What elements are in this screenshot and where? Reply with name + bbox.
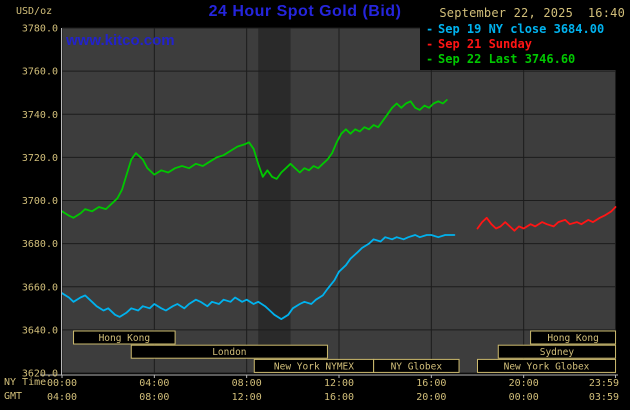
- series-line-sep-21-sunday: [476, 206, 617, 232]
- series-line-sep-22-last: [61, 99, 448, 219]
- market-session-label: Hong Kong: [99, 333, 150, 344]
- legend-dash-icon: -: [426, 37, 434, 51]
- market-session-box: [73, 330, 176, 345]
- y-tick-label: 3660.0: [22, 282, 58, 293]
- x-tick-label-ny: 04:00: [139, 378, 169, 389]
- x-tick-label-ny: 00:00: [47, 378, 77, 389]
- x-tick-label-ny: 16:00: [416, 378, 446, 389]
- market-session-label: London: [212, 347, 246, 358]
- legend-item-sep21: - Sep 21 Sunday: [426, 37, 630, 52]
- y-tick-label: 3640.0: [22, 325, 58, 336]
- market-session-box: [373, 358, 460, 373]
- x-tick-label-gmt: 12:00: [232, 392, 262, 403]
- x-tick-label-gmt: 00:00: [509, 392, 539, 403]
- market-session-label: New York Globex: [504, 361, 590, 372]
- market-session-label: NY Globex: [391, 361, 443, 372]
- kitco-website-link[interactable]: www.kitco.com: [66, 32, 175, 49]
- page-title: 24 Hour Spot Gold (Bid): [208, 3, 402, 20]
- market-session-label: New York NYMEX: [274, 361, 354, 372]
- y-tick-label: 3680.0: [22, 239, 58, 250]
- market-session-box: [130, 344, 328, 359]
- x-tick-label-gmt: 20:00: [416, 392, 446, 403]
- x-tick-label-ny: 12:00: [324, 378, 354, 389]
- chart-datetime: September 22, 2025 16:40: [439, 6, 625, 20]
- market-session-box: [497, 344, 617, 359]
- x-tick-label-ny: 23:59: [589, 378, 619, 389]
- y-tick-label: 3700.0: [22, 196, 58, 207]
- x-tick-label-gmt: 08:00: [139, 392, 169, 403]
- y-tick-label: 3780.0: [22, 24, 58, 35]
- legend-item-sep19: - Sep 19 NY close 3684.00: [426, 22, 630, 37]
- gmt-axis-label: GMT: [4, 391, 23, 402]
- market-session-label: Hong Kong: [547, 333, 598, 344]
- legend-item-sep22: - Sep 22 Last 3746.60: [426, 52, 630, 67]
- market-session-box: [530, 330, 617, 345]
- legend-label: Sep 21 Sunday: [438, 37, 532, 51]
- legend-label: Sep 19 NY close 3684.00: [438, 22, 605, 36]
- x-tick-label-gmt: 16:00: [324, 392, 354, 403]
- market-session-box: [477, 358, 617, 373]
- x-tick-label-gmt: 03:59: [589, 392, 619, 403]
- legend-dash-icon: -: [426, 52, 434, 66]
- units-label: USD/oz: [16, 6, 53, 17]
- market-session-label: Sydney: [540, 347, 575, 358]
- x-tick-label-ny: 08:00: [232, 378, 262, 389]
- x-tick-label-gmt: 04:00: [47, 392, 77, 403]
- y-tick-label: 3620.0: [22, 369, 58, 380]
- series-line-sep-19-ny-close: [61, 234, 456, 321]
- y-tick-label: 3760.0: [22, 67, 58, 78]
- legend-dash-icon: -: [426, 22, 434, 36]
- ny-time-axis-label: NY Time: [4, 377, 47, 388]
- x-tick-label-ny: 20:00: [509, 378, 539, 389]
- legend-label: Sep 22 Last 3746.60: [438, 52, 576, 66]
- y-tick-label: 3720.0: [22, 153, 58, 164]
- legend: - Sep 19 NY close 3684.00 - Sep 21 Sunday …: [420, 20, 630, 70]
- y-tick-label: 3740.0: [22, 110, 58, 121]
